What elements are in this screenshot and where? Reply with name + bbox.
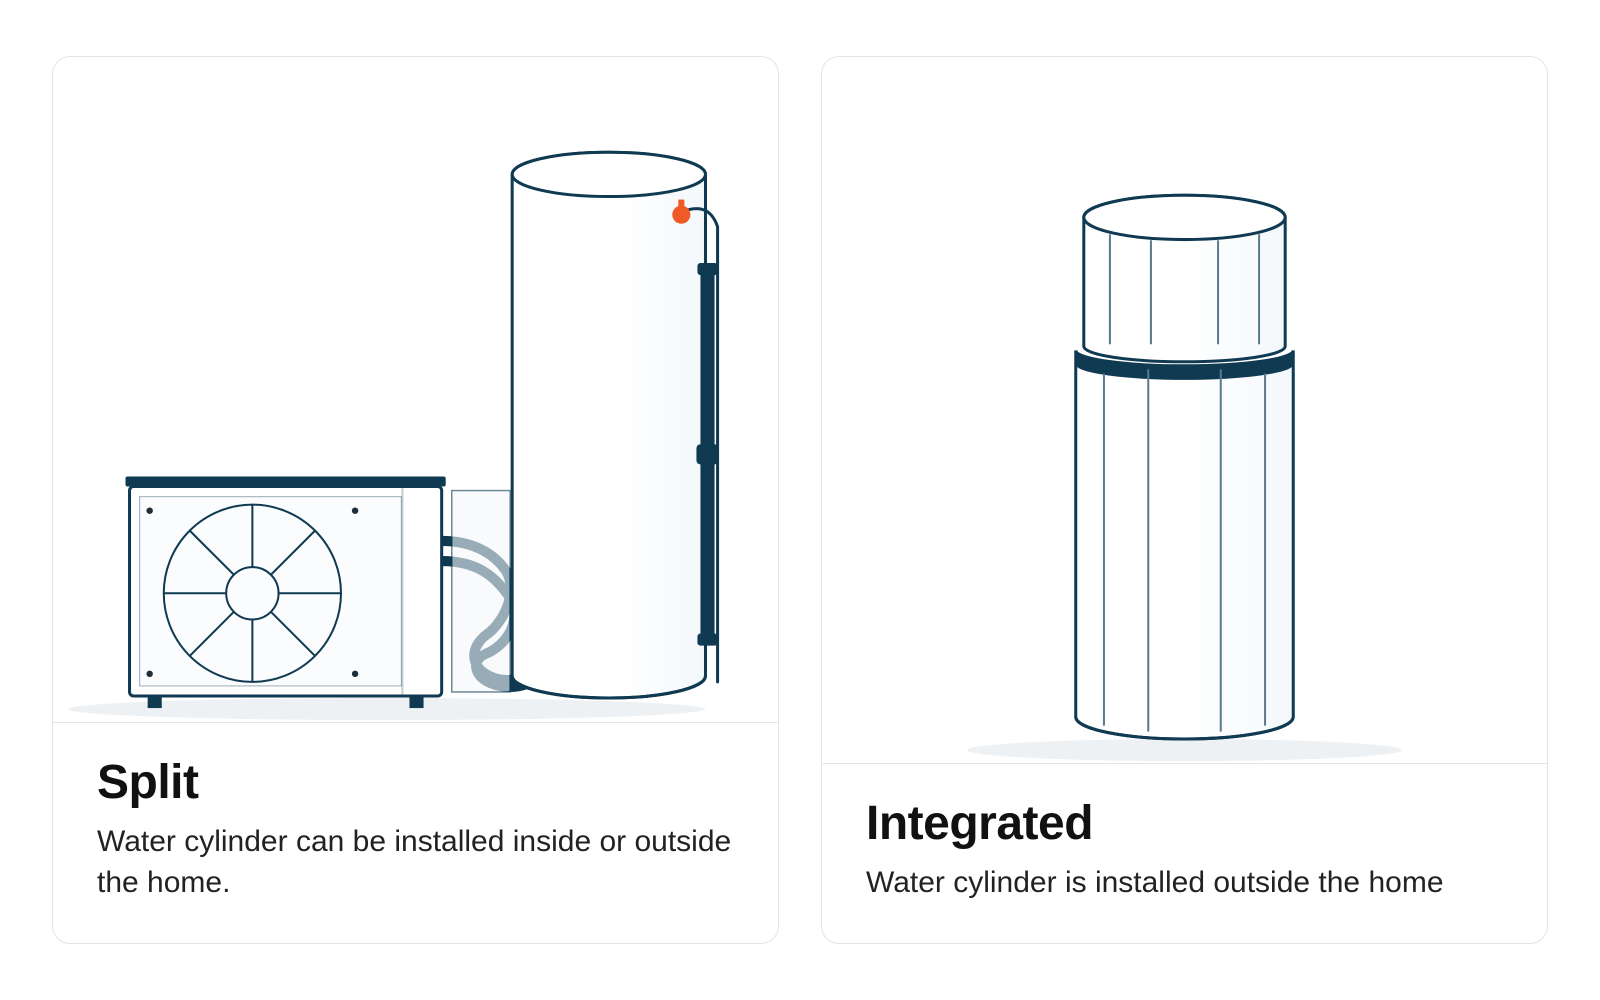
cards-row: Split Water cylinder can be installed in… <box>0 0 1600 1000</box>
card-description: Water cylinder can be installed inside o… <box>97 822 734 903</box>
caption-split: Split Water cylinder can be installed in… <box>53 722 778 943</box>
card-split: Split Water cylinder can be installed in… <box>52 56 779 944</box>
integrated-heat-pump-svg <box>822 159 1547 763</box>
card-title: Split <box>97 757 734 810</box>
illustration-integrated <box>822 57 1547 763</box>
split-heat-pump-svg <box>53 118 778 722</box>
card-description: Water cylinder is installed outside the … <box>866 863 1503 904</box>
caption-integrated: Integrated Water cylinder is installed o… <box>822 763 1547 943</box>
illustration-split <box>53 57 778 722</box>
card-title: Integrated <box>866 798 1503 851</box>
card-integrated: Integrated Water cylinder is installed o… <box>821 56 1548 944</box>
